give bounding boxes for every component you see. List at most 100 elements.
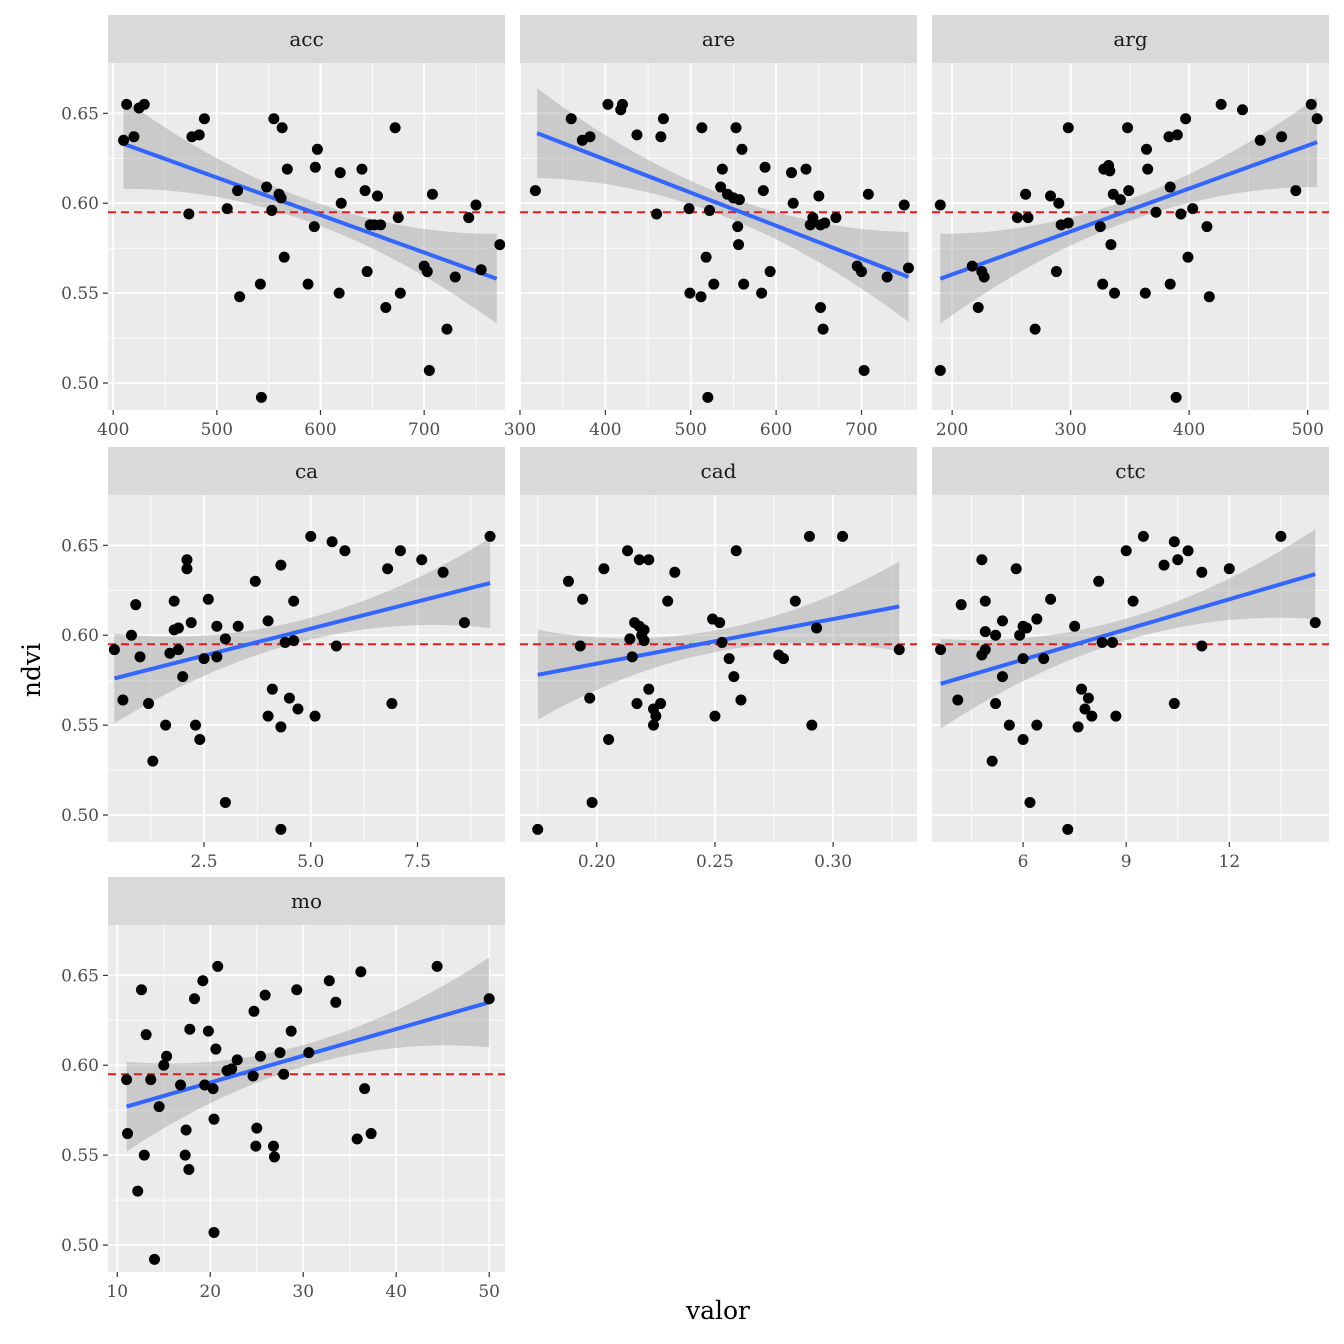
panel-mo-point [199,1079,211,1091]
panel-cad-point [723,653,735,665]
panel-ca-y-tick-label: 0.65 [61,536,99,556]
panel-acc-point [449,271,461,283]
panel-are-point [733,194,745,206]
panel-mo-plot-area [108,925,505,1272]
panel-ca-point [437,566,449,578]
panel-cad-point [643,683,655,695]
panel-ca-point [309,710,321,722]
panel-ca-point [288,635,300,647]
panel-arg-point [1114,194,1126,206]
panel-are-point [657,113,669,125]
panel-acc-point [463,212,475,224]
panel-are-point [716,163,728,175]
panel-acc-background [108,63,505,410]
panel-cad-point [643,554,655,566]
panel-acc-point [423,364,435,376]
panel-acc-point [475,264,487,276]
panel-cad-point [638,624,650,636]
panel-acc-point [275,192,287,204]
panel-arg-point [1022,212,1034,224]
panel-ctc-point [1003,719,1015,731]
panel-ctc-point [1014,629,1026,641]
panel-acc-y-tick-label: 0.55 [61,284,99,304]
panel-arg-point [1109,287,1121,299]
panel-ca-y-tick-label: 0.60 [61,626,99,646]
panel-ctc-point [1076,683,1088,695]
panel-ca-point [147,755,159,767]
panel-are-point [700,251,712,263]
panel-ca-point [275,823,287,835]
panel-arg-point [1182,251,1194,263]
panel-mo-point [303,1047,315,1059]
panel-ctc-point [1127,595,1139,607]
panel-are-point [819,217,831,229]
panel-cad-point [893,644,905,656]
panel-ca-plot-area [108,495,505,842]
panel-ca-point [198,653,210,665]
panel-mo-point [251,1122,263,1134]
panel-are-point [684,287,696,299]
panel-cad-point [837,530,849,542]
panel-ctc-point [1110,710,1122,722]
panel-ctc-point [1196,640,1208,652]
panel-ca-point [143,698,155,710]
panel-ca-point [134,651,146,663]
panel-acc-point [261,181,273,193]
panel-are-point [602,98,614,110]
panel-ca-point [181,554,193,566]
panel-acc-point [311,143,323,155]
panel-ctc-point [1093,575,1105,587]
panel-ca-point [386,698,398,710]
panel-acc-point [278,251,290,263]
panel-ctc-point [996,615,1008,627]
panel-ca-point [275,721,287,733]
panel-arg-x-tick-label: 500 [1291,420,1323,440]
panel-cad-point [716,636,728,648]
panel-arg-point [972,302,984,314]
panel-mo-point [359,1083,371,1095]
panel-are-point [704,204,716,216]
panel-acc-plot-area [108,63,505,410]
panel-acc-point [255,391,267,403]
panel-are-x-tick-label: 300 [504,420,536,440]
panel-are-point [655,131,667,143]
panel-are-point [702,391,714,403]
panel-are-point [785,167,797,179]
panel-mo-strip-label: mo [291,889,322,913]
panel-are-point [756,287,768,299]
panel-acc-point [470,199,482,211]
panel-ca-point [339,545,351,557]
panel-arg-point [1203,291,1215,303]
panel-ctc-point [990,698,1002,710]
panel-cad-point [626,651,638,663]
panel-ctc-point [1010,563,1022,575]
panel-mo-y-tick-label: 0.65 [61,966,99,986]
panel-are-point [565,113,577,125]
panel-mo-y-tick-label: 0.60 [61,1056,99,1076]
panel-ca-strip-label: ca [295,459,318,483]
panel-acc-point [193,129,205,141]
panel-arg-point [1053,197,1065,209]
panel-ctc-point [1017,734,1029,746]
panel-cad-point [669,566,681,578]
panel-ca-point [211,620,223,632]
panel-arg-point [1140,143,1152,155]
panel-mo-point [208,1226,220,1238]
panel-are-point [584,131,596,143]
panel-ca-point [305,530,317,542]
panel-arg-point [1062,217,1074,229]
panel-mo-point [268,1151,280,1163]
panel-mo-x-tick-label: 30 [292,1282,314,1302]
panel-ctc-point [1031,613,1043,625]
panel-mo-point [330,996,342,1008]
panel-arg-point [1236,104,1248,116]
panel-ca-point [211,651,223,663]
panel-arg-point [1139,287,1151,299]
panel-ctc-point [979,626,991,638]
panel-mo-point [254,1050,266,1062]
panel-ctc-point [1062,823,1074,835]
panel-arg-point [1029,323,1041,335]
panel-are-point [858,364,870,376]
panel-cad-background [520,495,917,842]
panel-arg-point [1171,129,1183,141]
